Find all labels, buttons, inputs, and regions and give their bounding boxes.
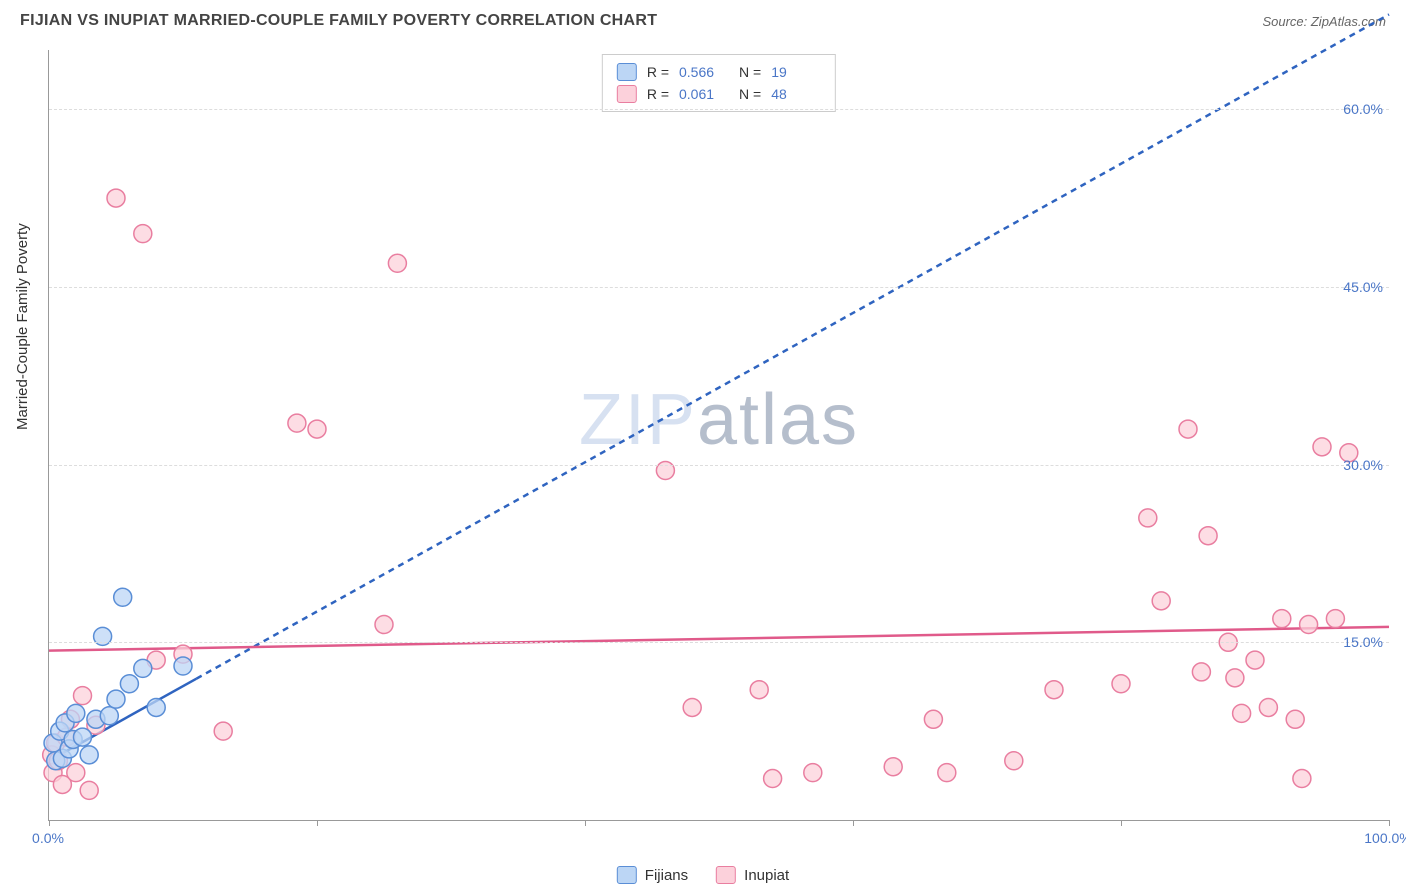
data-point bbox=[1112, 675, 1130, 693]
data-point bbox=[1313, 438, 1331, 456]
data-point bbox=[388, 254, 406, 272]
data-point bbox=[107, 690, 125, 708]
data-point bbox=[1192, 663, 1210, 681]
data-point bbox=[74, 728, 92, 746]
data-point bbox=[1152, 592, 1170, 610]
x-tick bbox=[49, 820, 50, 826]
data-point bbox=[683, 698, 701, 716]
data-point bbox=[67, 764, 85, 782]
x-tick bbox=[1121, 820, 1122, 826]
data-point bbox=[80, 781, 98, 799]
legend-item-fijians: Fijians bbox=[617, 866, 688, 884]
data-point bbox=[1259, 698, 1277, 716]
swatch-inupiat bbox=[716, 866, 736, 884]
gridline bbox=[49, 465, 1389, 466]
data-point bbox=[804, 764, 822, 782]
data-point bbox=[375, 616, 393, 634]
y-tick-label: 30.0% bbox=[1343, 457, 1383, 473]
data-point bbox=[1300, 616, 1318, 634]
data-point bbox=[100, 707, 118, 725]
data-point bbox=[288, 414, 306, 432]
x-tick bbox=[1389, 820, 1390, 826]
plot-svg bbox=[49, 50, 1389, 820]
data-point bbox=[1273, 610, 1291, 628]
data-point bbox=[214, 722, 232, 740]
data-point bbox=[1286, 710, 1304, 728]
y-axis-title: Married-Couple Family Poverty bbox=[14, 223, 31, 430]
data-point bbox=[74, 687, 92, 705]
data-point bbox=[120, 675, 138, 693]
data-point bbox=[134, 659, 152, 677]
data-point bbox=[1199, 527, 1217, 545]
data-point bbox=[1005, 752, 1023, 770]
data-point bbox=[750, 681, 768, 699]
data-point bbox=[924, 710, 942, 728]
legend-label-fijians: Fijians bbox=[645, 867, 688, 884]
data-point bbox=[107, 189, 125, 207]
data-point bbox=[147, 698, 165, 716]
data-point bbox=[1226, 669, 1244, 687]
data-point bbox=[174, 657, 192, 675]
y-tick-label: 45.0% bbox=[1343, 279, 1383, 295]
data-point bbox=[1045, 681, 1063, 699]
trend-line-inupiat bbox=[49, 627, 1389, 651]
x-tick-label: 0.0% bbox=[32, 830, 64, 846]
data-point bbox=[1233, 704, 1251, 722]
data-point bbox=[1326, 610, 1344, 628]
data-point bbox=[1139, 509, 1157, 527]
data-point bbox=[938, 764, 956, 782]
gridline bbox=[49, 642, 1389, 643]
x-tick bbox=[853, 820, 854, 826]
data-point bbox=[1293, 770, 1311, 788]
chart-title: FIJIAN VS INUPIAT MARRIED-COUPLE FAMILY … bbox=[20, 12, 657, 30]
data-point bbox=[67, 704, 85, 722]
data-point bbox=[134, 225, 152, 243]
data-point bbox=[114, 588, 132, 606]
gridline bbox=[49, 287, 1389, 288]
data-point bbox=[1179, 420, 1197, 438]
data-point bbox=[308, 420, 326, 438]
legend-item-inupiat: Inupiat bbox=[716, 866, 789, 884]
source-name: ZipAtlas.com bbox=[1311, 14, 1386, 29]
data-point bbox=[764, 770, 782, 788]
data-point bbox=[80, 746, 98, 764]
source-attribution: Source: ZipAtlas.com bbox=[1262, 14, 1386, 29]
data-point bbox=[1246, 651, 1264, 669]
swatch-fijians bbox=[617, 866, 637, 884]
x-tick bbox=[585, 820, 586, 826]
y-tick-label: 60.0% bbox=[1343, 101, 1383, 117]
data-point bbox=[884, 758, 902, 776]
gridline bbox=[49, 109, 1389, 110]
header: FIJIAN VS INUPIAT MARRIED-COUPLE FAMILY … bbox=[0, 0, 1406, 38]
y-tick-label: 15.0% bbox=[1343, 634, 1383, 650]
chart-plot-area: ZIPatlas R = 0.566 N = 19 R = 0.061 N = … bbox=[48, 50, 1389, 821]
source-prefix: Source: bbox=[1262, 14, 1310, 29]
legend-label-inupiat: Inupiat bbox=[744, 867, 789, 884]
trend-line-dashed-fijians bbox=[196, 14, 1389, 678]
x-tick bbox=[317, 820, 318, 826]
series-legend: Fijians Inupiat bbox=[617, 866, 789, 884]
x-tick-label: 100.0% bbox=[1364, 830, 1406, 846]
